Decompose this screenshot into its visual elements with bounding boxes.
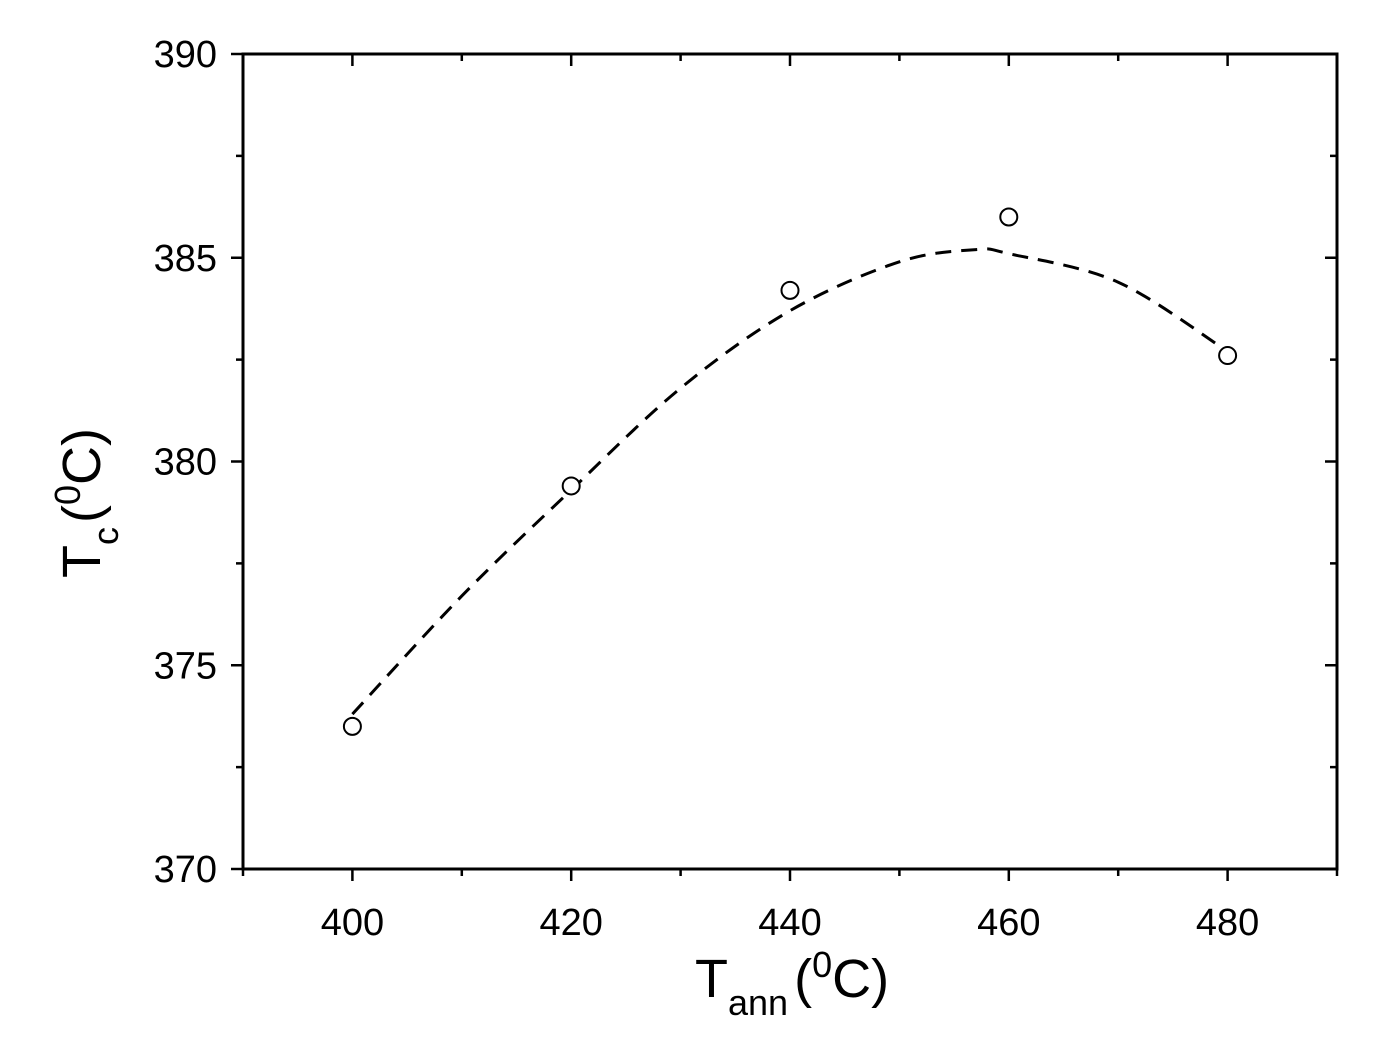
plot-frame — [241, 52, 1339, 871]
data-point — [342, 716, 362, 736]
x-tick-label: 420 — [539, 902, 602, 944]
tick-labels-layer: 400 420 440 460 480 370 375 380 385 390 — [154, 34, 1260, 944]
x-tick-label: 440 — [758, 902, 821, 944]
x-tick-label: 400 — [321, 902, 384, 944]
data-point — [999, 207, 1019, 227]
y-axis-title-group: Tc (0C) — [47, 428, 126, 578]
points-layer — [342, 207, 1238, 736]
y-axis-title-sub: c — [85, 527, 126, 545]
y-tick-label: 370 — [154, 849, 217, 891]
x-tick-label: 460 — [977, 902, 1040, 944]
x-axis-title-sup: 0 — [812, 944, 832, 985]
data-point — [780, 280, 800, 300]
y-tick-label: 380 — [154, 442, 217, 484]
y-tick-label: 385 — [154, 238, 217, 280]
x-tick-label: 480 — [1196, 902, 1259, 944]
x-axis-title-main: T — [695, 949, 728, 1009]
y-tick-label: 375 — [154, 645, 217, 687]
x-axis-title-paren: ( — [794, 949, 812, 1009]
x-axis-title: Tann (0C) — [695, 944, 889, 1023]
fit-curve — [351, 247, 1229, 716]
y-axis-title-sup: 0 — [47, 485, 88, 505]
y-tick-label: 390 — [154, 34, 217, 76]
ticks-layer — [231, 52, 1339, 881]
y-axis-title-unit: C) — [52, 428, 112, 485]
data-point — [1218, 346, 1238, 366]
data-point — [561, 476, 581, 496]
y-axis-title-paren: ( — [52, 505, 112, 523]
x-axis-title-sub: ann — [728, 982, 788, 1023]
y-axis-title-main: T — [52, 545, 112, 578]
x-axis-title-unit: C) — [832, 949, 889, 1009]
y-axis-title: Tc (0C) — [47, 428, 126, 578]
